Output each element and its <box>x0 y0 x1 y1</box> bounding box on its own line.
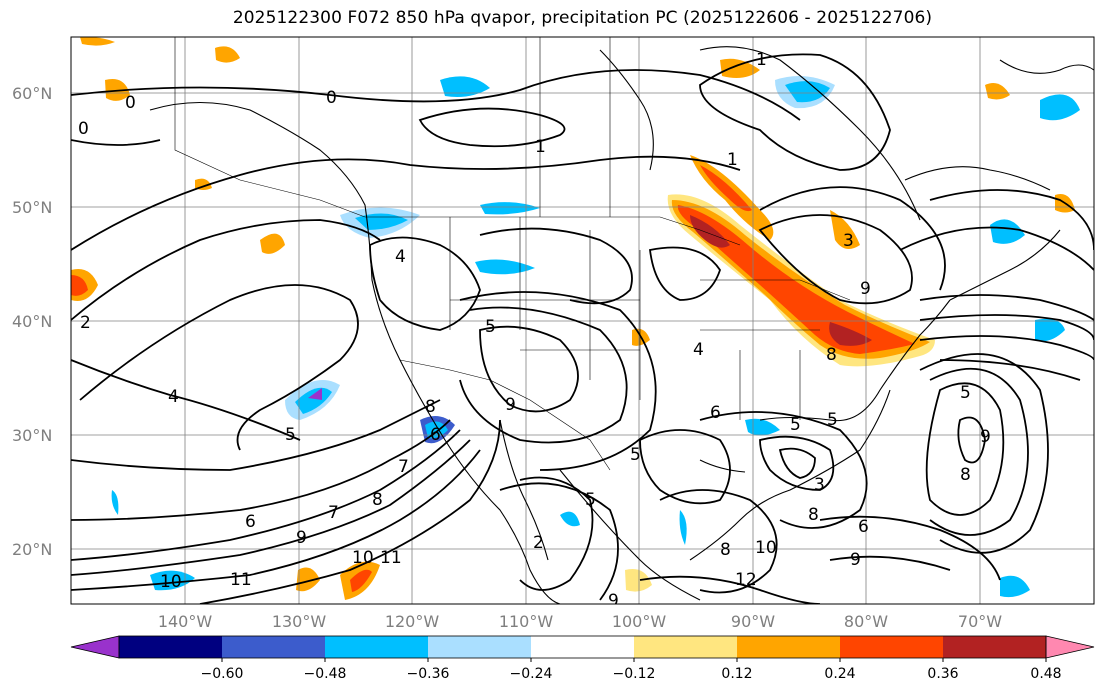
contour-label: 5 <box>827 410 838 430</box>
contour-label: 6 <box>245 512 256 532</box>
latitude-axis: 60°N 50°N 40°N 30°N 20°N <box>12 84 52 559</box>
colorbar-label: −0.12 <box>613 666 656 682</box>
lat-tick: 40°N <box>12 312 52 331</box>
map-area: 0 1 0 1 1 0 4 2 4 5 6 7 8 9 10 11 5 6 7 … <box>71 37 1094 611</box>
lon-tick: 110°W <box>499 612 554 631</box>
colorbar-segment <box>737 636 841 658</box>
lon-tick: 120°W <box>385 612 440 631</box>
contour-label: 9 <box>296 528 307 548</box>
colorbar-label: −0.24 <box>510 666 553 682</box>
contour-label: 3 <box>843 231 854 251</box>
colorbar-segment <box>428 636 532 658</box>
contour-labels: 0 1 0 1 1 0 4 2 4 5 6 7 8 9 10 11 5 6 7 … <box>78 50 991 611</box>
contour-label: 2 <box>80 313 91 333</box>
contour-label: 6 <box>858 517 869 537</box>
contour-label: 5 <box>630 445 641 465</box>
contour-label: 4 <box>395 247 406 267</box>
positive-band-peak2 <box>829 322 872 346</box>
contour-label: 10 <box>160 572 182 592</box>
colorbar-frame <box>118 635 1047 659</box>
colorbar-extend-high <box>1045 635 1095 659</box>
lat-tick: 50°N <box>12 198 52 217</box>
positive-band-core <box>677 205 915 354</box>
colorbar-label: −0.36 <box>407 666 450 682</box>
contour-label: 1 <box>727 150 738 170</box>
contour-label: 8 <box>826 345 837 365</box>
contour-label: 6 <box>430 425 441 445</box>
gridlines <box>71 37 1094 604</box>
contour-label: 2 <box>533 533 544 553</box>
lon-tick: 80°W <box>844 612 888 631</box>
colorbar-label: 0.12 <box>721 666 752 682</box>
colorbar-extend-low <box>70 635 120 659</box>
lon-tick: 70°W <box>958 612 1002 631</box>
colorbar-label: 0.24 <box>824 666 855 682</box>
longitude-axis: 140°W 130°W 120°W 110°W 100°W 90°W 80°W … <box>158 612 1002 631</box>
contour-label: 5 <box>485 317 496 337</box>
contour-label: 9 <box>980 427 991 447</box>
contour-label: 8 <box>960 465 971 485</box>
contour-label: 1 <box>535 137 546 157</box>
colorbar-segment <box>222 636 326 658</box>
colorbar-label: −0.60 <box>201 666 244 682</box>
contour-label: 6 <box>710 403 721 423</box>
contour-label: 8 <box>720 540 731 560</box>
contour-label: 5 <box>790 415 801 435</box>
lon-tick: 90°W <box>731 612 775 631</box>
contour-label: 4 <box>693 340 704 360</box>
contour-label: 0 <box>326 88 337 108</box>
contour-label: 5 <box>585 490 596 510</box>
lat-tick: 60°N <box>12 84 52 103</box>
colorbar-segment <box>840 636 944 658</box>
colorbar-label: −0.48 <box>304 666 347 682</box>
contour-label: 11 <box>380 548 402 568</box>
contour-label: 8 <box>372 490 383 510</box>
contour-label: 11 <box>230 570 252 590</box>
colorbar-segment <box>325 636 429 658</box>
contour-label: 9 <box>505 395 516 415</box>
contour-label: 5 <box>960 383 971 403</box>
colorbar-segment <box>119 636 223 658</box>
positive-band-peak <box>690 215 730 248</box>
contour-label: 7 <box>398 457 409 477</box>
contour-label: 12 <box>735 570 757 590</box>
map-frame <box>70 36 1095 605</box>
contour-label: 7 <box>328 503 339 523</box>
qvapor-contours <box>71 53 1094 604</box>
contour-label: 5 <box>285 425 296 445</box>
lon-tick: 140°W <box>158 612 213 631</box>
contour-label: 4 <box>168 387 179 407</box>
pc-shading <box>71 37 1080 600</box>
lat-tick: 30°N <box>12 426 52 445</box>
colorbar-label: 0.48 <box>1030 666 1061 682</box>
contour-label: 9 <box>608 591 619 611</box>
lat-tick: 20°N <box>12 540 52 559</box>
political-borders <box>174 37 851 471</box>
contour-label: 10 <box>755 538 777 558</box>
colorbar-segment <box>943 636 1047 658</box>
colorbar-label: 0.36 <box>927 666 958 682</box>
lon-tick: 130°W <box>272 612 327 631</box>
colorbar: −0.60 −0.48 −0.36 −0.24 −0.12 0.12 0.24 0.36 0.4… <box>70 635 1095 682</box>
coastlines <box>149 46 1094 604</box>
lon-tick: 100°W <box>612 612 667 631</box>
contour-label: 0 <box>125 93 136 113</box>
contour-label: 0 <box>78 119 89 139</box>
contour-label: 3 <box>814 475 825 495</box>
map-title: 2025122300 F072 850 hPa qvapor, precipit… <box>232 8 933 28</box>
contour-label: 10 <box>352 548 374 568</box>
contour-label: 1 <box>756 50 767 70</box>
contour-label: 9 <box>850 550 861 570</box>
colorbar-segment <box>634 636 738 658</box>
contour-label: 8 <box>808 505 819 525</box>
contour-label: 9 <box>860 279 871 299</box>
contour-label: 8 <box>425 397 436 417</box>
colorbar-segment <box>531 636 635 658</box>
